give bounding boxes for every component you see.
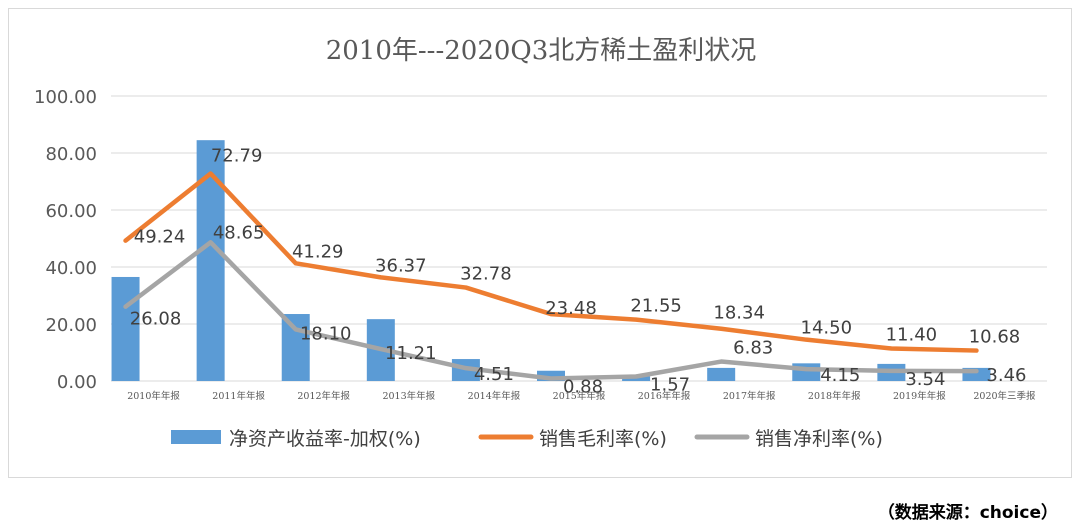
x-tick-label: 2015年年报 — [553, 390, 606, 402]
data-label: 18.10 — [300, 323, 352, 344]
gross-margin-line — [123, 171, 979, 353]
y-tick-label: 100.00 — [34, 87, 97, 108]
chart-svg: 2010年---2020Q3北方稀土盈利状况 0.00 20.00 40.00 60.… — [34, 36, 1047, 450]
data-label: 21.55 — [630, 296, 682, 317]
x-tick-label: 2013年年报 — [382, 390, 435, 402]
x-tick-label: 2016年年报 — [638, 390, 691, 402]
data-label: 11.40 — [886, 325, 938, 346]
data-label: 36.37 — [375, 255, 427, 276]
data-label: 32.78 — [460, 264, 512, 285]
data-label: 10.68 — [969, 327, 1021, 348]
data-label: 48.65 — [213, 222, 265, 243]
x-tick-label: 2020年三季报 — [973, 390, 1036, 402]
y-axis-ticks: 0.00 20.00 40.00 60.00 80.00 100.00 — [34, 87, 97, 393]
y-tick-label: 20.00 — [45, 315, 97, 336]
x-tick-label: 2010年年报 — [127, 390, 180, 402]
data-label: 0.88 — [563, 376, 603, 397]
data-label: 4.51 — [474, 364, 514, 385]
x-tick-label: 2011年年报 — [212, 390, 265, 402]
legend-label: 销售毛利率(%) — [539, 428, 667, 450]
legend-swatch-bar — [171, 430, 221, 444]
data-label: 72.79 — [211, 146, 263, 167]
legend: 净资产收益率-加权(%) 销售毛利率(%) 销售净利率(%) — [171, 428, 883, 450]
x-tick-label: 2017年年报 — [723, 390, 776, 402]
y-tick-label: 40.00 — [45, 258, 97, 279]
line-series — [123, 171, 979, 381]
data-label: 18.34 — [713, 303, 765, 324]
data-label: 41.29 — [292, 241, 344, 262]
chart-frame: 2010年---2020Q3北方稀土盈利状况 0.00 20.00 40.00 60.… — [8, 8, 1072, 478]
data-label: 3.46 — [986, 365, 1026, 386]
x-tick-label: 2018年年报 — [808, 390, 861, 402]
bar — [792, 363, 821, 381]
x-axis-ticks: 2010年年报 2011年年报 2012年年报 2013年年报 2014年年报 2015年… — [127, 390, 1036, 402]
bar — [111, 276, 140, 381]
legend-label: 销售净利率(%) — [755, 428, 883, 450]
bar — [537, 370, 565, 381]
x-tick-label: 2012年年报 — [297, 390, 350, 402]
data-label: 6.83 — [733, 338, 773, 359]
data-label: 26.08 — [130, 309, 182, 330]
source-note: （数据来源：choice） — [877, 503, 1058, 523]
data-label: 11.21 — [385, 343, 437, 364]
x-tick-label: 2019年年报 — [893, 390, 946, 402]
x-tick-label: 2014年年报 — [468, 390, 521, 402]
bar — [281, 314, 310, 381]
data-label: 23.48 — [545, 298, 597, 319]
data-label: 4.15 — [820, 365, 860, 386]
data-label: 14.50 — [801, 318, 853, 339]
y-tick-label: 0.00 — [57, 372, 97, 393]
data-label: 1.57 — [650, 375, 690, 396]
y-tick-label: 80.00 — [45, 144, 97, 165]
data-label: 3.54 — [905, 369, 945, 390]
chart-title: 2010年---2020Q3北方稀土盈利状况 — [326, 36, 757, 66]
legend-label: 净资产收益率-加权(%) — [229, 428, 421, 450]
bar — [707, 367, 736, 381]
data-labels: 49.24 72.79 41.29 36.37 32.78 23.48 21.55 18.34… — [130, 146, 1027, 398]
y-tick-label: 60.00 — [45, 201, 97, 222]
data-label: 49.24 — [134, 227, 186, 248]
net-margin-line — [123, 240, 979, 381]
